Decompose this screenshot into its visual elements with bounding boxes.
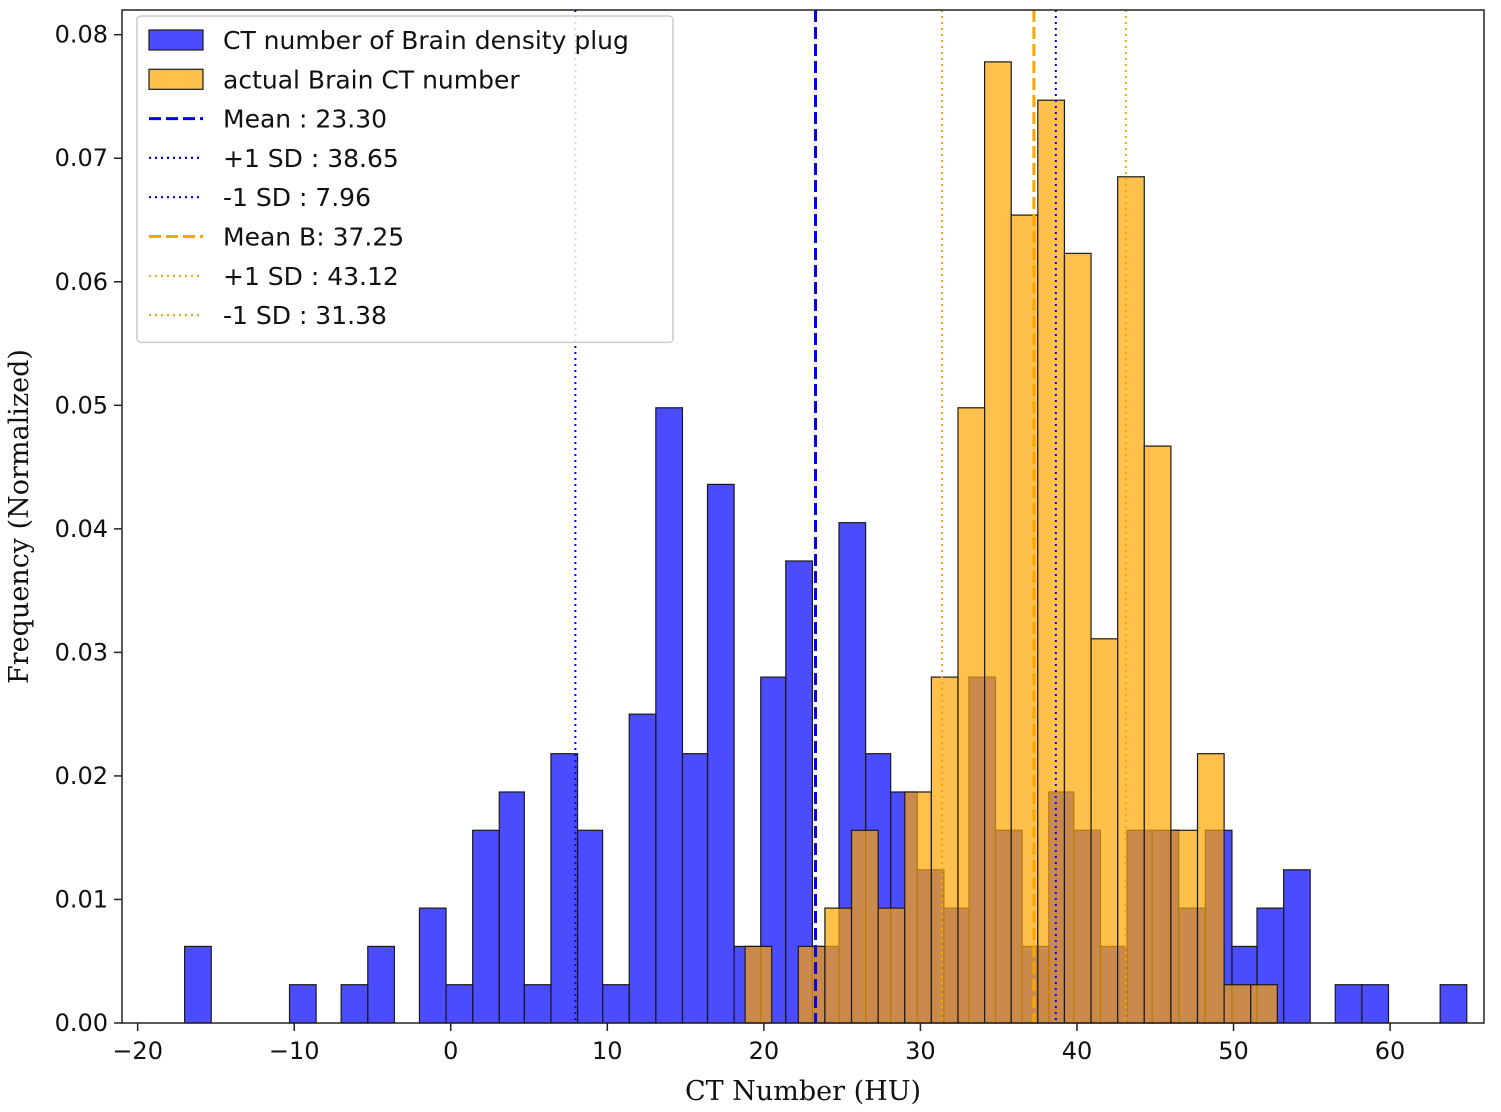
x-tick-label: −10 <box>269 1037 320 1065</box>
histogram-bar <box>983 61 1012 1024</box>
histogram-bar <box>877 907 906 1024</box>
axes-layer: −20 −10 0 10 20 30 40 50 60 0.00 0.01 0.02 0.03 0.04… <box>4 9 1485 1107</box>
histogram-bar <box>340 984 369 1024</box>
legend-label: CT number of Brain density plug <box>223 26 629 55</box>
y-tick-label: 0.04 <box>55 515 108 543</box>
legend-item: Mean B: 37.25 <box>149 223 404 252</box>
y-tick-label: 0.05 <box>55 391 108 419</box>
x-axis-title: CT Number (HU) <box>685 1076 921 1107</box>
histogram-bar <box>418 907 447 1024</box>
histogram-bar <box>706 483 735 1024</box>
x-axis-ticks: −20 −10 0 10 20 30 40 50 60 <box>112 1023 1405 1065</box>
histogram-bar <box>1143 445 1172 1024</box>
y-tick-label: 0.02 <box>55 762 108 790</box>
legend-label: +1 SD : 38.65 <box>223 144 399 173</box>
histogram-bar <box>445 984 474 1024</box>
histogram-bar <box>1090 638 1119 1024</box>
x-tick-label: 60 <box>1375 1037 1406 1065</box>
histogram-bar <box>1334 984 1363 1024</box>
histogram-bar <box>472 829 500 1024</box>
histogram-bar <box>1223 984 1252 1024</box>
legend-item: -1 SD : 31.38 <box>149 301 387 330</box>
legend-item: +1 SD : 43.12 <box>149 262 399 291</box>
legend-item: +1 SD : 38.65 <box>149 144 399 173</box>
legend-item: actual Brain CT number <box>148 65 520 94</box>
legend-label: Mean B: 37.25 <box>223 223 404 252</box>
x-tick-label: 10 <box>592 1037 623 1065</box>
plot-frame <box>121 9 1485 1024</box>
series-2-bars <box>744 61 1278 1024</box>
bars-layer <box>184 61 1468 1024</box>
y-tick-label: 0.03 <box>55 638 108 666</box>
legend-label: -1 SD : 31.38 <box>223 301 387 330</box>
y-axis-ticks: 0.00 0.01 0.02 0.03 0.04 0.05 0.06 0.07 0.08 <box>55 21 122 1037</box>
x-tick-label: 50 <box>1218 1037 1249 1065</box>
legend-label: actual Brain CT number <box>223 65 520 94</box>
y-axis-title: Frequency (Normalized) <box>4 349 35 684</box>
histogram-bar <box>744 945 773 1024</box>
histogram-bar <box>1037 99 1066 1024</box>
legend-swatch <box>148 68 204 90</box>
histogram-bar <box>655 407 684 1024</box>
y-tick-label: 0.00 <box>55 1009 108 1037</box>
y-tick-label: 0.01 <box>55 885 108 913</box>
y-tick-label: 0.08 <box>55 21 108 49</box>
histogram-bar <box>550 753 579 1024</box>
legend-item: Mean : 23.30 <box>149 105 387 134</box>
histogram-bar <box>681 753 709 1024</box>
histogram-bar <box>1117 176 1145 1024</box>
histogram-bar <box>1170 829 1199 1024</box>
legend-label: -1 SD : 7.96 <box>223 183 371 212</box>
histogram-bar <box>1439 984 1468 1024</box>
histogram-bar <box>1283 869 1311 1024</box>
histogram-bar <box>288 984 317 1024</box>
histogram-bar <box>824 907 853 1024</box>
histogram-bar <box>957 407 986 1024</box>
histogram-bar <box>367 945 395 1024</box>
x-tick-label: 30 <box>905 1037 936 1065</box>
x-tick-label: 40 <box>1062 1037 1093 1065</box>
legend-item: -1 SD : 7.96 <box>149 183 371 212</box>
legend-label: Mean : 23.30 <box>223 105 387 134</box>
histogram-bar <box>1196 753 1225 1024</box>
histogram-bar <box>1063 252 1092 1024</box>
histogram-bar <box>850 829 879 1024</box>
x-tick-label: 0 <box>443 1037 458 1065</box>
histogram-bar <box>930 676 959 1024</box>
histogram-bar <box>1361 984 1390 1024</box>
histogram-bar <box>1010 214 1039 1024</box>
histogram-bar <box>797 945 826 1024</box>
legend-label: +1 SD : 43.12 <box>223 262 399 291</box>
histogram-bar <box>904 791 932 1024</box>
legend: CT number of Brain density plug actual Br… <box>136 15 674 344</box>
histogram-bar <box>523 984 552 1024</box>
histogram-bar <box>498 791 525 1024</box>
x-tick-label: −20 <box>112 1037 163 1065</box>
y-tick-label: 0.07 <box>55 144 108 172</box>
legend-swatch <box>148 29 204 51</box>
legend-item: CT number of Brain density plug <box>148 26 629 55</box>
legend-box <box>136 15 674 344</box>
histogram-bar <box>1250 984 1278 1024</box>
histogram-bar <box>602 984 630 1024</box>
histogram-bar <box>576 829 604 1024</box>
y-tick-label: 0.06 <box>55 268 108 296</box>
histogram-bar <box>628 713 657 1024</box>
x-tick-label: 20 <box>749 1037 780 1065</box>
histogram-bar <box>184 945 212 1024</box>
